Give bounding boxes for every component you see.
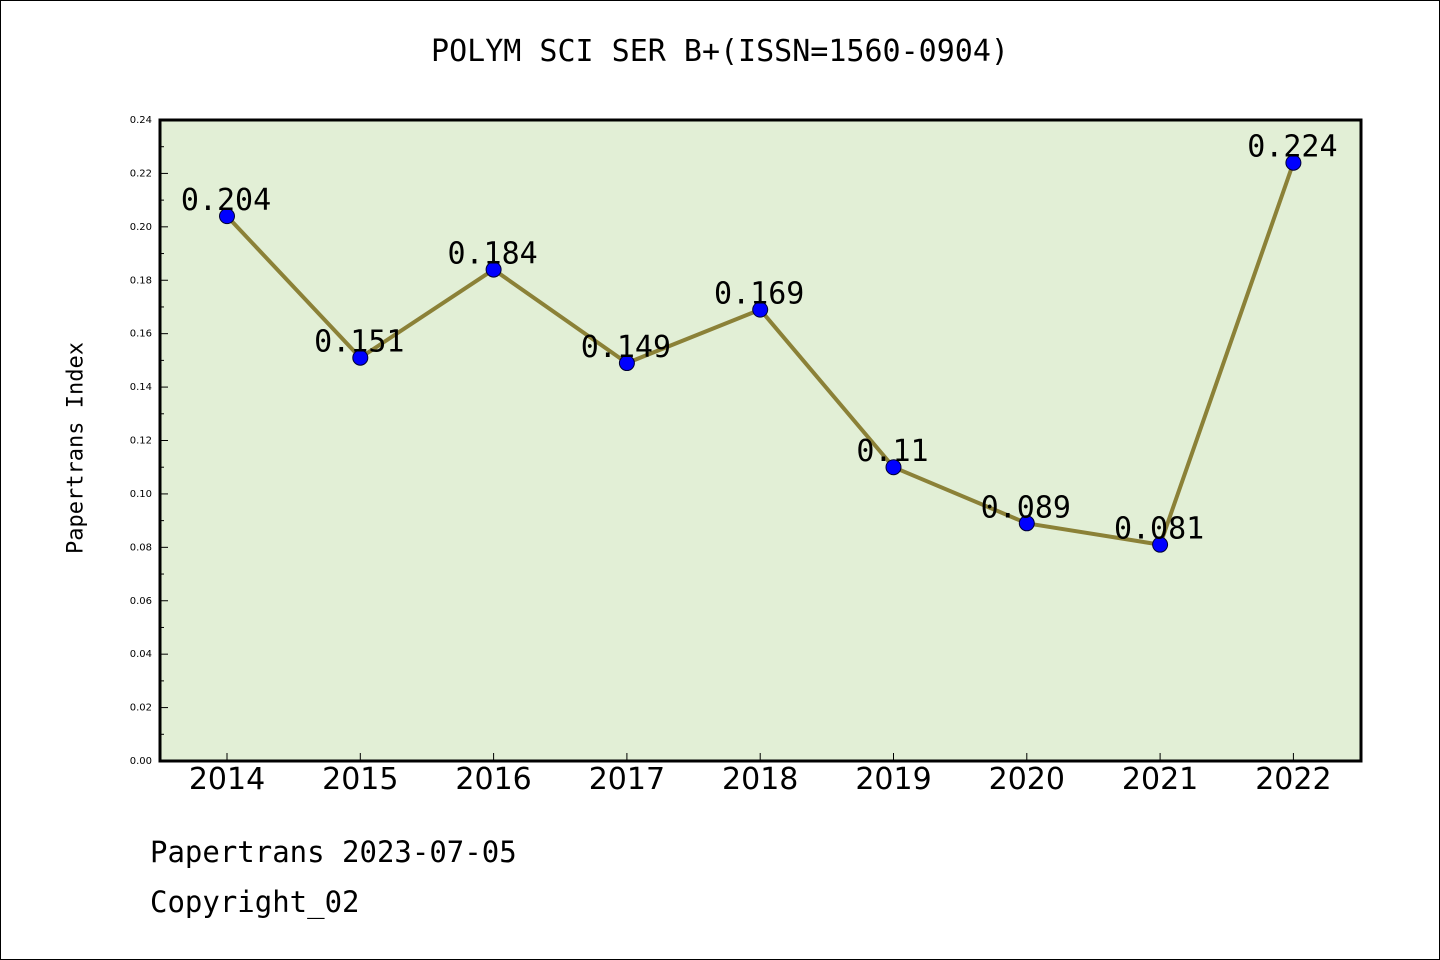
y-tick-label: 0.12 (130, 436, 152, 447)
data-point-2022 (1285, 154, 1302, 171)
x-tick-label: 2017 (589, 762, 665, 797)
data-point-2016 (485, 261, 502, 278)
y-tick-label: 0.16 (130, 329, 152, 340)
y-tick-label: 0.08 (130, 542, 152, 553)
x-tick-label: 2016 (455, 762, 531, 797)
y-tick-label: 0.02 (130, 703, 152, 714)
data-label-2021: 0.081 (1114, 512, 1204, 547)
plot-border (158, 118, 1363, 763)
data-label-2019: 0.11 (856, 434, 928, 469)
x-axis: 2014 2015 2016 2017 2018 2019 2020 2021 2022 (189, 753, 1332, 797)
y-tick-label: 0.14 (130, 382, 152, 393)
data-label-2017: 0.149 (581, 330, 671, 365)
data-point-2019 (885, 459, 902, 476)
x-tick-label: 2020 (989, 762, 1065, 797)
data-point-2015 (352, 349, 369, 366)
data-label-2014: 0.204 (181, 183, 271, 218)
data-point-2021 (1152, 536, 1169, 553)
data-label-2018: 0.169 (714, 277, 804, 312)
x-tick-label: 2014 (189, 762, 265, 797)
y-tick-label: 0.00 (130, 756, 152, 767)
x-tick-label: 2015 (322, 762, 398, 797)
y-tick-label: 0.20 (130, 222, 152, 233)
data-label-2020: 0.089 (981, 490, 1071, 525)
data-label-2015: 0.151 (314, 325, 404, 360)
footer-copyright: Copyright_02 (150, 885, 360, 919)
y-tick-label: 0.10 (130, 489, 152, 500)
x-tick-label: 2022 (1255, 762, 1331, 797)
data-labels: 0.204 0.151 0.184 0.149 0.169 0.11 0.089 0.081 0… (181, 130, 1338, 547)
y-tick-label: 0.22 (130, 168, 152, 179)
plot-area (160, 120, 1361, 761)
y-tick-label: 0.24 (130, 115, 152, 126)
footer-source: Papertrans 2023-07-05 (150, 835, 517, 869)
x-tick-label: 2018 (722, 762, 798, 797)
data-point-2018 (752, 301, 769, 318)
chart-title: POLYM SCI SER B+(ISSN=1560-0904) (431, 34, 1009, 69)
y-tick-label: 0.04 (130, 649, 152, 660)
y-tick-label: 0.18 (130, 275, 152, 286)
data-label-2016: 0.184 (447, 237, 537, 272)
x-tick-label: 2021 (1122, 762, 1198, 797)
data-points (219, 154, 1302, 553)
x-tick-label: 2019 (855, 762, 931, 797)
data-point-2017 (618, 355, 635, 372)
y-tick-label: 0.06 (130, 596, 152, 607)
data-point-2020 (1018, 515, 1035, 532)
data-point-2014 (219, 208, 235, 225)
data-label-2022: 0.224 (1247, 130, 1337, 165)
